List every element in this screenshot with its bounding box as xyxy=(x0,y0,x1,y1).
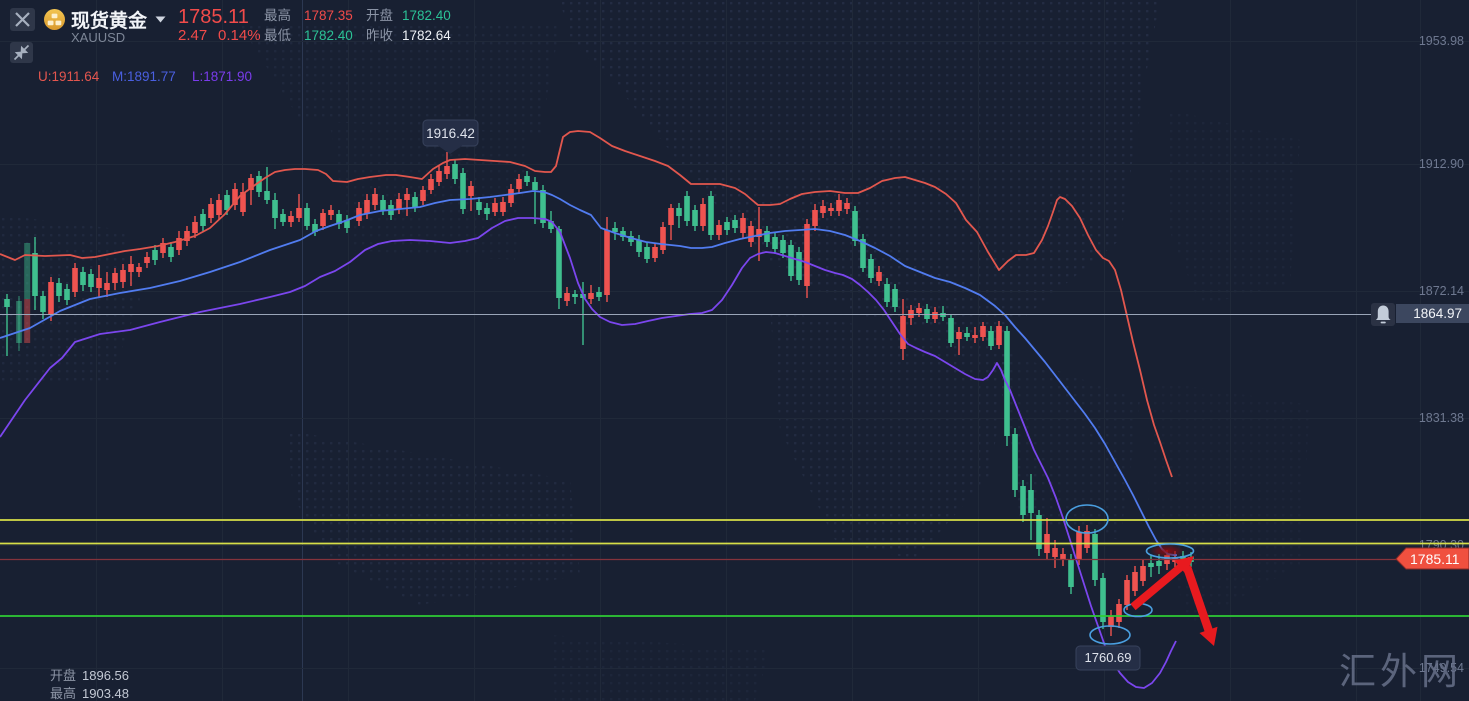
svg-text:1782.40: 1782.40 xyxy=(304,28,353,43)
svg-text:1953.98: 1953.98 xyxy=(1419,34,1464,48)
svg-text:M:1891.77: M:1891.77 xyxy=(112,69,176,84)
svg-text:U:1911.64: U:1911.64 xyxy=(38,69,100,84)
svg-text:现货黄金: 现货黄金 xyxy=(71,9,148,32)
svg-text:1896.56: 1896.56 xyxy=(82,668,129,683)
svg-text:2.47: 2.47 xyxy=(178,27,207,44)
svg-text:0.14%: 0.14% xyxy=(218,27,261,44)
svg-text:最高: 最高 xyxy=(50,686,76,701)
svg-text:1916.42: 1916.42 xyxy=(426,126,475,141)
svg-text:1760.69: 1760.69 xyxy=(1085,650,1132,665)
svg-text:XAUUSD: XAUUSD xyxy=(71,30,125,45)
svg-text:1787.35: 1787.35 xyxy=(304,8,353,23)
svg-text:L:1871.90: L:1871.90 xyxy=(192,69,252,84)
svg-text:开盘: 开盘 xyxy=(50,668,76,683)
svg-text:开盘: 开盘 xyxy=(366,7,393,23)
svg-text:1785.11: 1785.11 xyxy=(1410,551,1460,567)
svg-text:1831.38: 1831.38 xyxy=(1419,411,1464,425)
svg-text:1872.14: 1872.14 xyxy=(1419,284,1464,298)
svg-text:最低: 最低 xyxy=(264,28,291,43)
svg-text:昨收: 昨收 xyxy=(366,28,393,43)
svg-text:1782.40: 1782.40 xyxy=(402,8,451,23)
svg-text:1782.64: 1782.64 xyxy=(402,28,451,43)
svg-text:1903.48: 1903.48 xyxy=(82,686,129,701)
svg-text:汇外网: 汇外网 xyxy=(1339,651,1462,692)
svg-text:1864.97: 1864.97 xyxy=(1413,306,1462,321)
svg-text:最高: 最高 xyxy=(264,7,291,23)
svg-text:1749.54: 1749.54 xyxy=(1419,661,1464,675)
svg-text:1785.11: 1785.11 xyxy=(178,6,249,28)
svg-text:1912.90: 1912.90 xyxy=(1419,157,1464,171)
